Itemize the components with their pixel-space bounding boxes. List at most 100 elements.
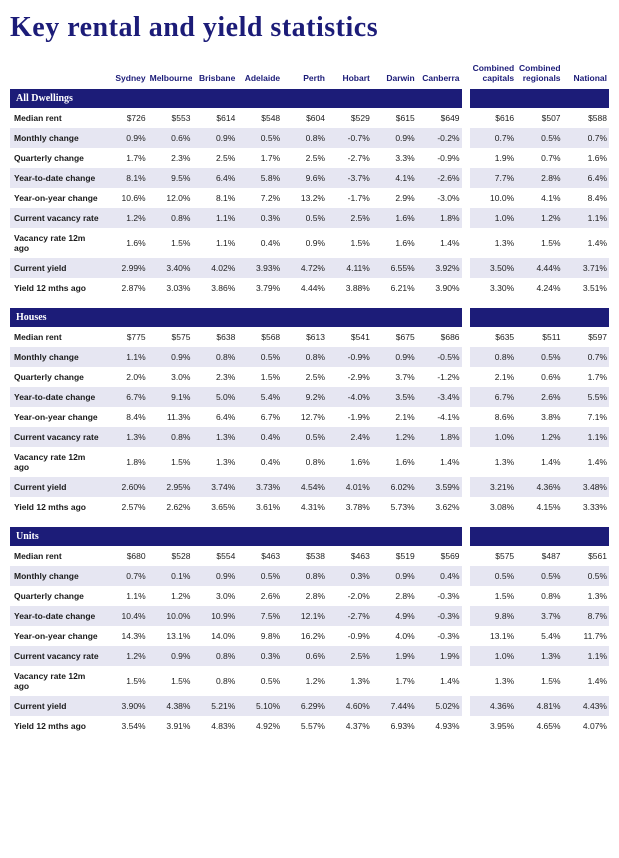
cell-value: 6.29%	[282, 696, 327, 716]
cell-value: 7.5%	[237, 606, 282, 626]
table-row: Current yield3.90%4.38%5.21%5.10%6.29%4.…	[10, 696, 609, 716]
cell-value: 1.5%	[516, 228, 562, 258]
cell-value: -0.7%	[327, 128, 372, 148]
cell-value: 6.4%	[192, 407, 237, 427]
col-header-city: Hobart	[327, 58, 372, 89]
col-gap	[462, 278, 470, 298]
metric-label: Yield 12 mths ago	[10, 278, 103, 298]
metric-label: Vacancy rate 12m ago	[10, 447, 103, 477]
cell-value: 1.2%	[516, 427, 562, 447]
cell-value: $554	[192, 546, 237, 566]
col-gap	[462, 606, 470, 626]
cell-value: 1.5%	[148, 666, 193, 696]
cell-value: 1.3%	[516, 646, 562, 666]
cell-value: 3.61%	[237, 497, 282, 517]
cell-value: 2.8%	[282, 586, 327, 606]
cell-value: 3.3%	[372, 148, 417, 168]
cell-value: 1.1%	[563, 646, 609, 666]
cell-value: $635	[470, 327, 516, 347]
cell-value: 2.95%	[148, 477, 193, 497]
cell-value: 3.92%	[417, 258, 462, 278]
cell-value: 7.7%	[470, 168, 516, 188]
cell-value: $463	[237, 546, 282, 566]
cell-value: 3.7%	[516, 606, 562, 626]
cell-value: 9.5%	[148, 168, 193, 188]
col-gap	[462, 427, 470, 447]
cell-value: 0.9%	[148, 646, 193, 666]
cell-value: 0.5%	[237, 566, 282, 586]
cell-value: 1.4%	[417, 228, 462, 258]
cell-value: 0.8%	[282, 447, 327, 477]
cell-value: 1.3%	[192, 427, 237, 447]
table-row: Year-on-year change10.6%12.0%8.1%7.2%13.…	[10, 188, 609, 208]
cell-value: 1.5%	[148, 228, 193, 258]
cell-value: 0.5%	[563, 566, 609, 586]
cell-value: 1.4%	[417, 447, 462, 477]
cell-value: 6.7%	[470, 387, 516, 407]
col-gap	[462, 696, 470, 716]
metric-label: Monthly change	[10, 566, 103, 586]
table-row: Vacancy rate 12m ago1.5%1.5%0.8%0.5%1.2%…	[10, 666, 609, 696]
table-row: Year-to-date change8.1%9.5%6.4%5.8%9.6%-…	[10, 168, 609, 188]
cell-value: -2.7%	[327, 148, 372, 168]
table-row: Vacancy rate 12m ago1.8%1.5%1.3%0.4%0.8%…	[10, 447, 609, 477]
col-gap	[462, 716, 470, 736]
cell-value: 0.7%	[103, 566, 148, 586]
metric-label: Current yield	[10, 696, 103, 716]
cell-value: 2.87%	[103, 278, 148, 298]
col-header-city: Darwin	[372, 58, 417, 89]
cell-value: 1.7%	[563, 367, 609, 387]
table-row: Year-on-year change8.4%11.3%6.4%6.7%12.7…	[10, 407, 609, 427]
section-header: Houses	[10, 308, 609, 327]
cell-value: 4.9%	[372, 606, 417, 626]
cell-value: 0.5%	[237, 128, 282, 148]
col-gap	[462, 258, 470, 278]
cell-value: 1.6%	[103, 228, 148, 258]
cell-value: 0.9%	[372, 347, 417, 367]
col-gap	[462, 89, 470, 108]
section-title-right	[470, 308, 609, 327]
cell-value: 2.62%	[148, 497, 193, 517]
table-row: Vacancy rate 12m ago1.6%1.5%1.1%0.4%0.9%…	[10, 228, 609, 258]
cell-value: 11.3%	[148, 407, 193, 427]
cell-value: 4.60%	[327, 696, 372, 716]
cell-value: 1.7%	[237, 148, 282, 168]
stats-table: Sydney Melbourne Brisbane Adelaide Perth…	[10, 58, 609, 736]
cell-value: $519	[372, 546, 417, 566]
cell-value: 1.0%	[470, 427, 516, 447]
col-gap	[462, 387, 470, 407]
cell-value: 13.1%	[470, 626, 516, 646]
metric-label: Median rent	[10, 108, 103, 128]
cell-value: 3.74%	[192, 477, 237, 497]
cell-value: 4.02%	[192, 258, 237, 278]
metric-label: Vacancy rate 12m ago	[10, 228, 103, 258]
cell-value: 0.5%	[282, 208, 327, 228]
cell-value: 8.4%	[103, 407, 148, 427]
cell-value: 4.37%	[327, 716, 372, 736]
cell-value: 6.7%	[103, 387, 148, 407]
cell-value: 1.5%	[148, 447, 193, 477]
table-body: All DwellingsMedian rent$726$553$614$548…	[10, 89, 609, 736]
cell-value: $511	[516, 327, 562, 347]
cell-value: 3.95%	[470, 716, 516, 736]
table-row: Yield 12 mths ago3.54%3.91%4.83%4.92%5.5…	[10, 716, 609, 736]
cell-value: -2.0%	[327, 586, 372, 606]
table-row: Year-to-date change6.7%9.1%5.0%5.4%9.2%-…	[10, 387, 609, 407]
cell-value: 3.93%	[237, 258, 282, 278]
cell-value: 2.3%	[148, 148, 193, 168]
table-row: Median rent$680$528$554$463$538$463$519$…	[10, 546, 609, 566]
col-gap	[462, 367, 470, 387]
cell-value: 1.1%	[103, 586, 148, 606]
cell-value: -3.4%	[417, 387, 462, 407]
cell-value: 0.4%	[237, 228, 282, 258]
cell-value: $541	[327, 327, 372, 347]
cell-value: 0.9%	[148, 347, 193, 367]
cell-value: 1.3%	[470, 666, 516, 696]
cell-value: 3.48%	[563, 477, 609, 497]
cell-value: 0.7%	[563, 128, 609, 148]
table-row: Yield 12 mths ago2.87%3.03%3.86%3.79%4.4…	[10, 278, 609, 298]
cell-value: 5.5%	[563, 387, 609, 407]
col-gap	[462, 347, 470, 367]
cell-value: 5.73%	[372, 497, 417, 517]
cell-value: 5.10%	[237, 696, 282, 716]
